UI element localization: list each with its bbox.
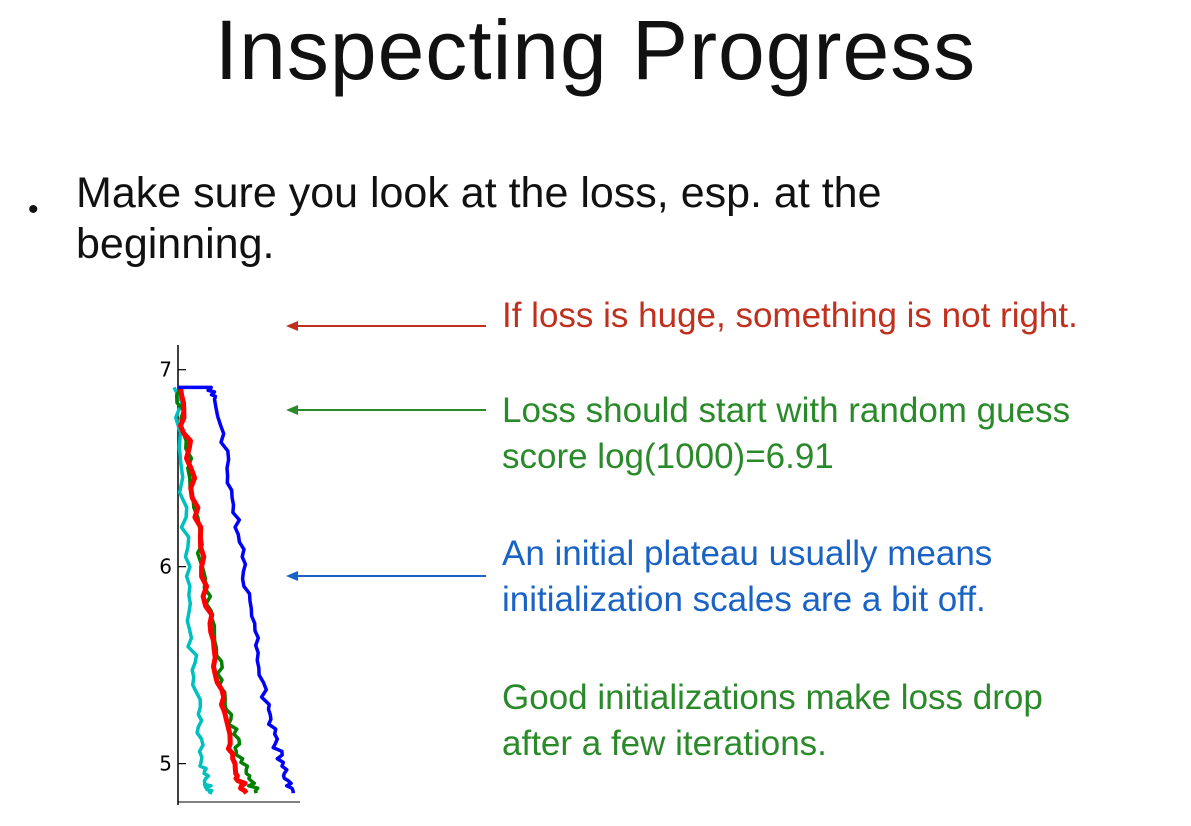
series-line (178, 387, 249, 795)
annotation-huge-loss: If loss is huge, something is not right. (502, 296, 1078, 335)
arrow-left-icon (286, 321, 486, 331)
arrow-left-icon (286, 571, 486, 581)
y-tick-label: 5 (159, 752, 172, 776)
series-line (172, 386, 214, 795)
annotation-plateau: An initial plateau usually means initial… (502, 534, 993, 619)
slide-title: Inspecting Progress (214, 3, 977, 97)
bullet-text: Make sure you look at the loss, esp. at … (76, 169, 882, 268)
series-line (178, 385, 296, 794)
arrow-left-icon (286, 405, 486, 415)
y-tick-label: 6 (159, 555, 172, 579)
bullet-marker: • (28, 193, 39, 226)
annotation-good-init: Good initializations make loss drop afte… (502, 678, 1043, 763)
loss-chart: 5 6 7 (159, 345, 300, 805)
annotation-random-guess: Loss should start with random guess scor… (502, 391, 1071, 476)
y-tick-label: 7 (159, 358, 172, 382)
